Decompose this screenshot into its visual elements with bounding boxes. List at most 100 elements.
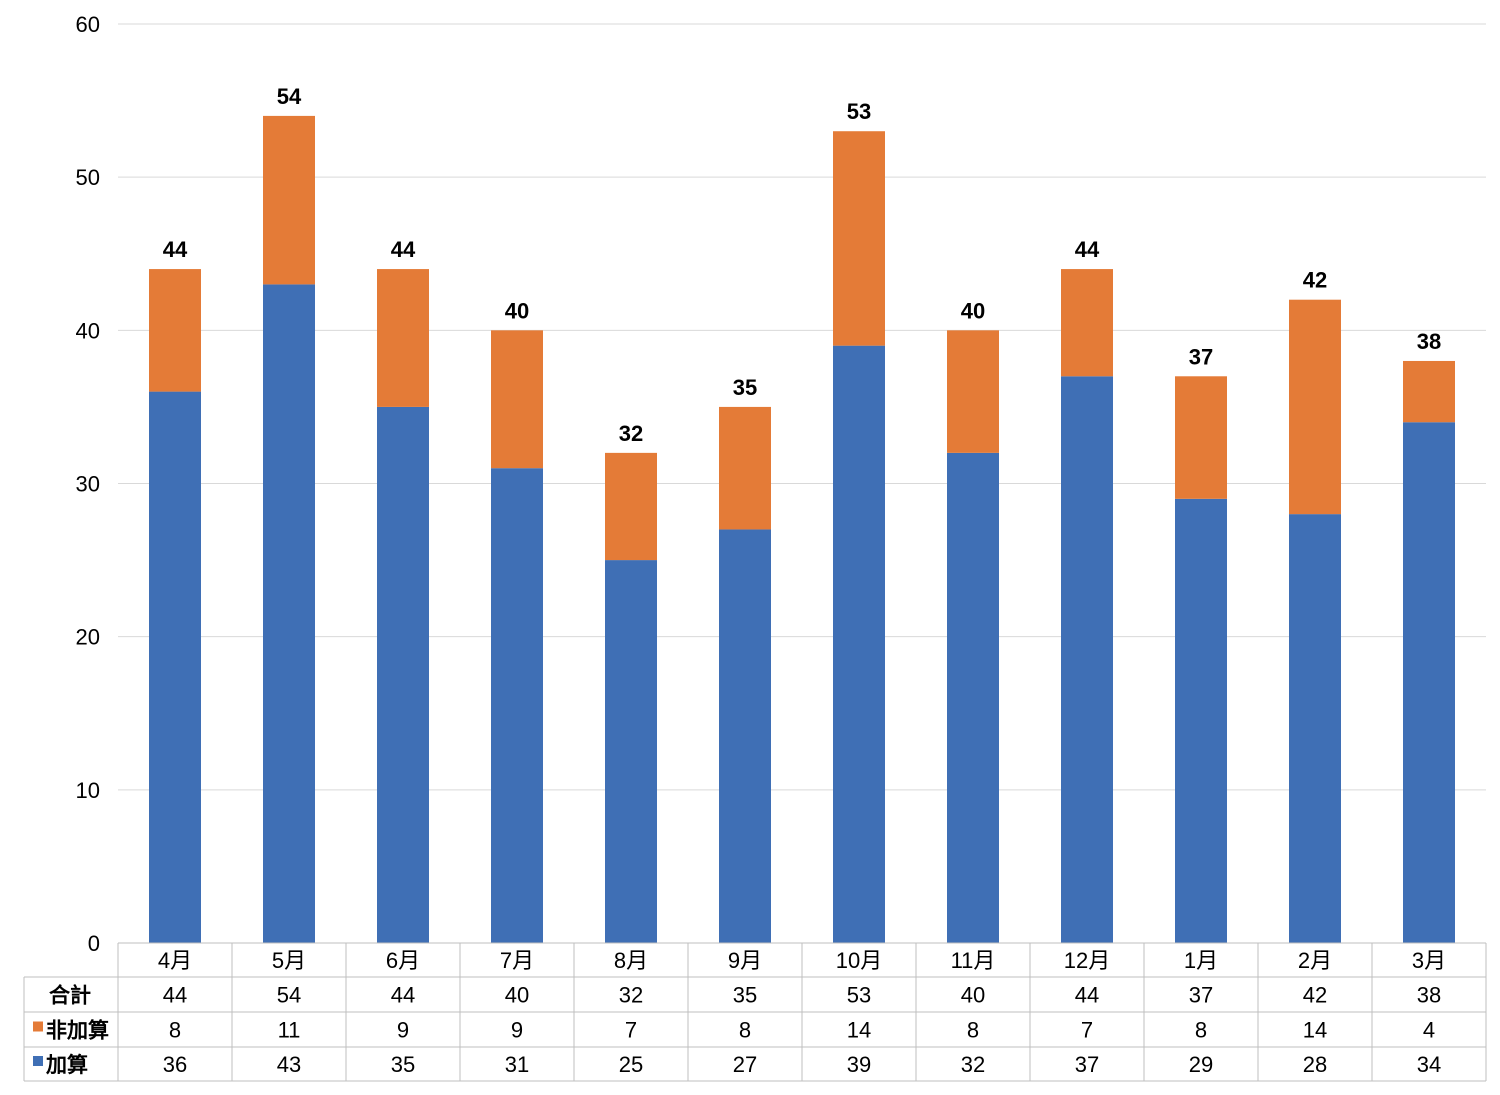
- table-cell: 11: [278, 1018, 301, 1043]
- bar-kasan: [833, 345, 885, 943]
- total-data-label: 37: [1189, 344, 1213, 369]
- total-data-label: 44: [391, 237, 416, 262]
- bar-kasan: [719, 529, 771, 943]
- table-cell: 39: [847, 1052, 871, 1077]
- total-data-label: 38: [1417, 329, 1441, 354]
- bar-hikasan: [947, 330, 999, 453]
- table-cell: 8: [739, 1018, 751, 1043]
- table-cell: 40: [505, 983, 529, 1008]
- x-category-label: 5月: [272, 948, 306, 973]
- bar-kasan: [947, 452, 999, 943]
- bar-kasan: [377, 406, 429, 944]
- bar-hikasan: [719, 406, 771, 530]
- y-tick-label: 30: [76, 472, 100, 497]
- table-cell: 8: [169, 1018, 181, 1043]
- total-data-label: 32: [619, 421, 643, 446]
- table-cell: 37: [1189, 983, 1213, 1008]
- y-tick-label: 10: [76, 778, 100, 803]
- table-cell: 25: [619, 1052, 643, 1077]
- bar-hikasan: [491, 330, 543, 469]
- table-cell: 44: [1075, 983, 1099, 1008]
- x-category-label: 11月: [951, 948, 996, 973]
- bar-kasan: [491, 468, 543, 943]
- bars: [149, 115, 1455, 944]
- x-category-label: 2月: [1298, 948, 1332, 973]
- bar-kasan: [1403, 422, 1455, 943]
- bar-hikasan: [833, 131, 885, 346]
- total-data-label: 44: [1075, 237, 1100, 262]
- y-tick-label: 40: [76, 318, 100, 343]
- table-cell: 54: [277, 983, 301, 1008]
- row-label: 加算: [45, 1053, 88, 1077]
- bar-kasan: [149, 391, 201, 944]
- x-category-label: 12月: [1064, 948, 1110, 973]
- bar-hikasan: [149, 269, 201, 392]
- legend-key: [33, 1056, 43, 1066]
- bar-hikasan: [1175, 376, 1227, 499]
- y-axis: 0 10 20 30 40 50 60: [76, 12, 100, 956]
- total-data-label: 40: [505, 298, 529, 323]
- y-tick-label: 20: [76, 625, 100, 650]
- table-cell: 4: [1423, 1018, 1435, 1043]
- bar-kasan: [605, 560, 657, 943]
- table-cell: 7: [625, 1018, 637, 1043]
- x-category-label: 10月: [836, 948, 882, 973]
- table-cell: 8: [1195, 1018, 1207, 1043]
- table-cell: 42: [1303, 983, 1327, 1008]
- x-category-label: 3月: [1412, 948, 1446, 973]
- bar-hikasan: [1289, 299, 1341, 515]
- table-cell: 40: [961, 983, 985, 1008]
- bar-hikasan: [1061, 269, 1113, 377]
- bar-hikasan: [263, 115, 315, 285]
- table-cell: 36: [163, 1052, 187, 1077]
- table-cell: 53: [847, 983, 871, 1008]
- x-category-label: 6月: [386, 948, 420, 973]
- table-cell: 35: [391, 1052, 415, 1077]
- table-cell: 8: [967, 1018, 979, 1043]
- row-label: 合計: [49, 984, 91, 1008]
- table-cell: 34: [1417, 1052, 1441, 1077]
- x-category-label: 8月: [614, 948, 648, 973]
- total-data-label: 42: [1303, 268, 1327, 293]
- total-data-label: 35: [733, 375, 757, 400]
- bar-kasan: [263, 284, 315, 944]
- table-cell: 14: [847, 1018, 871, 1043]
- total-data-label: 54: [277, 84, 302, 109]
- bar-hikasan: [1403, 360, 1455, 423]
- table-cell: 38: [1417, 983, 1441, 1008]
- x-category-label: 4月: [158, 948, 192, 973]
- table-cell: 35: [733, 983, 757, 1008]
- table-cell: 7: [1081, 1018, 1093, 1043]
- table-cell: 44: [163, 983, 187, 1008]
- total-data-label: 40: [961, 298, 985, 323]
- y-tick-label: 50: [76, 165, 100, 190]
- table-cell: 9: [511, 1018, 523, 1043]
- table-cell: 43: [277, 1052, 301, 1077]
- x-category-label: 9月: [728, 948, 762, 973]
- table-cell: 29: [1189, 1052, 1213, 1077]
- table-cell: 37: [1075, 1052, 1099, 1077]
- table-cell: 9: [397, 1018, 409, 1043]
- bar-hikasan: [377, 269, 429, 407]
- table-cell: 27: [733, 1052, 757, 1077]
- legend-key: [33, 1021, 43, 1032]
- y-tick-label: 60: [76, 12, 100, 37]
- bar-kasan: [1175, 498, 1227, 943]
- x-category-label: 1月: [1184, 948, 1218, 973]
- row-label: 非加算: [46, 1019, 109, 1043]
- total-data-label: 53: [847, 99, 871, 124]
- table-cell: 31: [505, 1052, 529, 1077]
- total-labels: 44 54 44 40 32 35 53 40 44 37 42 38: [163, 84, 1441, 446]
- x-category-label: 7月: [500, 948, 534, 973]
- table-cell: 32: [619, 983, 643, 1008]
- bar-kasan: [1061, 376, 1113, 943]
- table-cell: 44: [391, 983, 415, 1008]
- total-data-label: 44: [163, 237, 188, 262]
- gridlines: [118, 23, 1486, 791]
- table-cell: 28: [1303, 1052, 1327, 1077]
- table-cell: 32: [961, 1052, 985, 1077]
- y-tick-label: 0: [88, 931, 100, 956]
- bar-hikasan: [605, 452, 657, 561]
